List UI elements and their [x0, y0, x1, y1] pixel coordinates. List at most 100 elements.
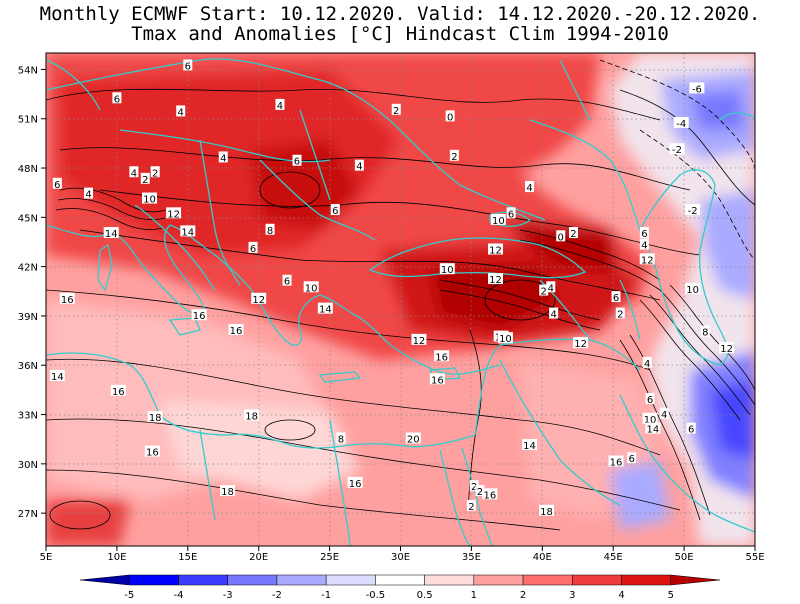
contour-line — [55, 208, 164, 230]
contour-label-bg — [110, 384, 126, 396]
lat-tick-label: 27N — [18, 509, 38, 520]
anomaly-core-anatolia — [430, 265, 560, 330]
lat-tick-label: 45N — [18, 213, 38, 224]
contour-line — [659, 289, 755, 406]
contour-label-text: 12 — [167, 209, 180, 220]
contour-label: 12 — [411, 333, 427, 347]
contour-label: 4 — [275, 98, 285, 112]
contour-label-bg — [317, 302, 333, 314]
contour-label: 18 — [539, 504, 555, 518]
contour-label: 4 — [659, 407, 669, 421]
contour-line — [439, 279, 601, 321]
colorbar-label: -0.5 — [366, 590, 386, 600]
contour-label-bg — [347, 476, 363, 488]
contour-label-text: 18 — [245, 411, 258, 422]
contour-label: 18 — [147, 411, 163, 424]
contour-label: 14 — [317, 302, 333, 316]
contour-label-text: 10 — [441, 265, 454, 276]
contour-label-text: 10 — [305, 283, 318, 294]
contour-line-negative — [639, 129, 755, 261]
colorbar-swatch — [572, 574, 622, 586]
contour-label-bg — [522, 439, 538, 451]
colorbar-swatch — [128, 574, 179, 586]
contour-label: 6 — [611, 291, 621, 304]
contour-label-text: 12 — [489, 245, 502, 256]
anomaly-pale-libya — [160, 400, 360, 500]
map-title-line-1: Monthly ECMWF Start: 10.12.2020. Valid: … — [39, 3, 761, 25]
contour-label-bg — [627, 452, 637, 464]
contour-label: 10 — [685, 282, 701, 296]
contour-label: 12 — [251, 292, 267, 306]
contour-label-bg — [220, 485, 236, 497]
contour-label-bg — [265, 223, 275, 235]
contour-label-text: 4 — [85, 190, 91, 201]
lat-tick-label: 36N — [18, 361, 38, 372]
contour-label-text: 4 — [550, 310, 556, 321]
colorbar-swatch — [79, 574, 130, 586]
border-line — [46, 59, 101, 111]
contour-label-bg — [466, 499, 476, 511]
contour-label-bg — [445, 110, 455, 122]
lat-tick-label: 33N — [18, 411, 38, 422]
contour-label-bg — [354, 159, 364, 171]
lon-tick-label: 35E — [462, 552, 481, 563]
contour-label-bg — [506, 207, 516, 219]
contour-label: 0 — [556, 230, 566, 243]
contour-label: 2 — [449, 149, 459, 163]
map-title-line-2: Tmax and Anomalies [°C] Hindcast Clim 19… — [131, 23, 669, 45]
contour-label: 6 — [282, 274, 292, 288]
coast-aral — [719, 112, 755, 121]
contour-label-text: 18 — [540, 507, 553, 518]
contour-label-bg — [150, 166, 160, 178]
colorbar-swatch — [375, 574, 425, 586]
colorbar-label: 4 — [618, 590, 624, 600]
contour-label: 4 — [129, 166, 139, 179]
contour-label: 12 — [488, 273, 504, 286]
contour-label-bg — [244, 409, 260, 421]
coast-persian-gulf — [619, 394, 755, 533]
contour-line — [519, 229, 661, 281]
lon-tick-label: 55E — [745, 552, 764, 563]
contour-label: 10 — [497, 332, 513, 345]
contour-label-text: 6 — [647, 395, 653, 406]
contour-line — [99, 189, 701, 256]
lon-tick-label: 40E — [533, 552, 552, 563]
contour-label-text: -2 — [672, 145, 682, 156]
contour-label: 4 — [546, 281, 556, 294]
contour-label-text: 16 — [349, 479, 362, 490]
contour-label-bg — [639, 253, 655, 265]
contour-label-text: 4 — [131, 168, 137, 179]
contour-label-text: 4 — [356, 162, 362, 173]
border-line — [259, 159, 376, 241]
contour-label: 20 — [405, 432, 421, 445]
contour-label-bg — [686, 422, 696, 434]
contour-label-bg — [429, 373, 445, 385]
contour-label-text: 16 — [435, 352, 448, 363]
contour-label-bg — [475, 485, 485, 497]
contour-line — [46, 418, 681, 511]
contour-label: -2 — [685, 204, 701, 217]
island-sicily — [168, 317, 201, 336]
contour-label-bg — [228, 324, 244, 336]
contour-label-bg — [615, 307, 625, 319]
lon-tick-label: 15E — [178, 552, 197, 563]
border-line — [529, 119, 641, 231]
contour-label-text: 16 — [431, 375, 444, 386]
colorbar-label: 0.5 — [417, 590, 433, 600]
contour-label: 0 — [445, 110, 455, 123]
contour-label-text: 14 — [105, 229, 118, 240]
contour-label-bg — [103, 227, 119, 239]
contour-label-text: 4 — [548, 283, 554, 294]
contour-label-bg — [673, 116, 689, 128]
contour-label-text: 4 — [178, 107, 184, 118]
colorbar-swatch — [325, 574, 376, 586]
contour-label: 14 — [103, 227, 119, 240]
contour-label-bg — [391, 103, 401, 115]
colorbar-swatch — [473, 574, 524, 586]
contour-label-bg — [642, 356, 652, 368]
anomaly-cold-core-iran — [710, 380, 755, 460]
contour-label-text: 8 — [267, 226, 273, 237]
contour-label-bg — [539, 504, 555, 516]
contour-label: 16 — [59, 292, 75, 306]
contour-label: 12 — [573, 337, 589, 350]
